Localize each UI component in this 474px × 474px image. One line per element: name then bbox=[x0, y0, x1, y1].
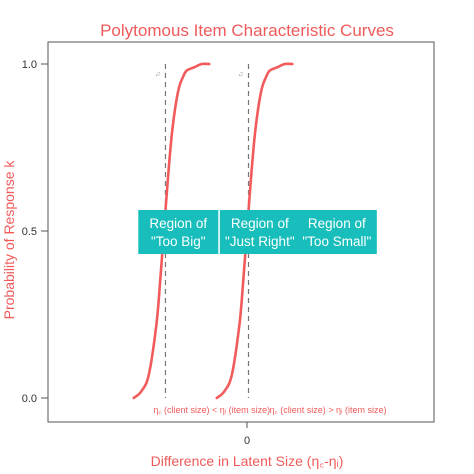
region-box: Region of "Just Right" bbox=[219, 210, 300, 254]
chart-title: Polytomous Item Characteristic Curves bbox=[100, 21, 394, 40]
x-tick-label: 0 bbox=[244, 435, 250, 447]
annotation-text: η꜀ (client size) > ηᵢ (item size) bbox=[270, 405, 387, 415]
region-box-bg bbox=[219, 210, 300, 254]
axis-ticks: 0.0 0.5 1.0 0 bbox=[22, 59, 250, 447]
region-label-line1: Region of bbox=[308, 216, 366, 231]
curve-1 bbox=[132, 62, 211, 400]
y-axis-label: Probability of Response k bbox=[1, 160, 17, 320]
annotation-text: η꜀ (client size) < ηᵢ (item size) bbox=[153, 405, 270, 415]
y-tick-label: 0.5 bbox=[22, 226, 37, 238]
threshold-label: τ₂ bbox=[239, 71, 245, 76]
region-boxes: Region of"Too Big"Region of"Just Right"R… bbox=[138, 210, 377, 254]
threshold-label: τ₁ bbox=[155, 72, 161, 76]
annotations: η꜀ (client size) < ηᵢ (item size) η꜀ (cli… bbox=[153, 405, 386, 415]
region-label-line2: "Just Right" bbox=[225, 234, 295, 249]
region-box-bg bbox=[138, 210, 219, 254]
curve-2 bbox=[215, 62, 294, 400]
region-label-line2: "Too Big" bbox=[151, 234, 206, 249]
region-box: Region of "Too Small" bbox=[296, 210, 377, 254]
region-label-line1: Region of bbox=[149, 216, 207, 231]
region-box-bg bbox=[296, 210, 377, 254]
region-box: Region of "Too Big" bbox=[138, 210, 219, 254]
x-axis-label: Difference in Latent Size (η꜀-ηᵢ) bbox=[151, 453, 344, 469]
curves bbox=[132, 62, 294, 400]
region-label-line2: "Too Small" bbox=[302, 234, 371, 249]
plot-frame bbox=[47, 41, 435, 423]
y-tick-label: 1.0 bbox=[22, 59, 37, 71]
region-label-line1: Region of bbox=[231, 216, 289, 231]
y-tick-label: 0.0 bbox=[22, 393, 37, 405]
